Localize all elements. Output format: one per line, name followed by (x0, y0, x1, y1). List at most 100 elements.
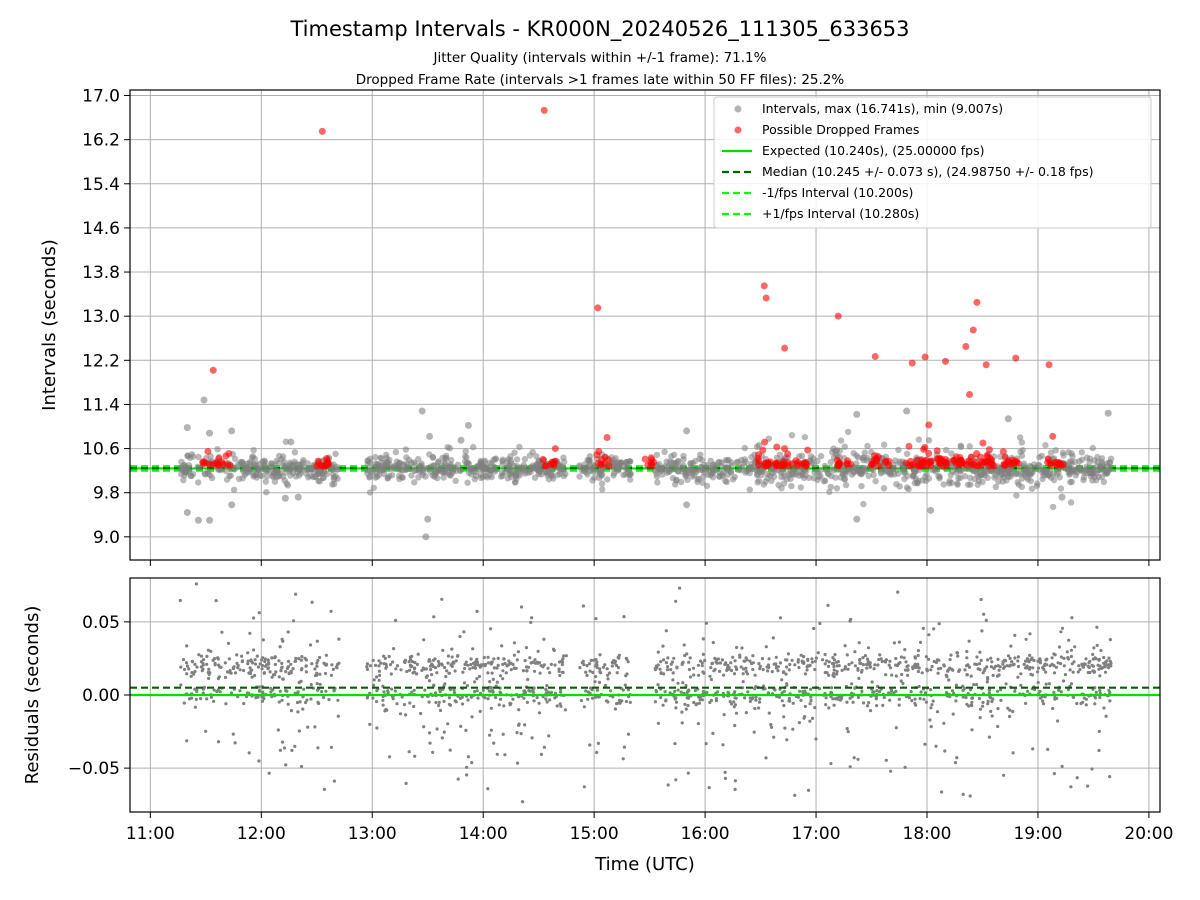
legend-label-plus-fps: +1/fps Interval (10.280s) (762, 206, 919, 221)
residual-point (263, 657, 267, 661)
residual-point (1098, 688, 1102, 693)
residual-point (616, 655, 620, 660)
residual-point (1028, 632, 1032, 636)
residual-point (390, 660, 395, 664)
residual-point (614, 663, 619, 668)
residual-point (459, 724, 463, 729)
interval-point (1066, 470, 1074, 477)
residual-point (486, 787, 490, 791)
residual-point (389, 672, 393, 676)
residual-point (231, 666, 235, 670)
residual-point (440, 663, 444, 667)
residual-point (1081, 665, 1085, 669)
residual-point (1076, 670, 1080, 674)
dropped-frame-point (762, 294, 770, 302)
residual-point (659, 660, 663, 664)
residual-point (1002, 773, 1006, 777)
interval-point (817, 452, 825, 460)
interval-point (1100, 478, 1108, 486)
residual-point (463, 662, 467, 667)
residual-point (205, 697, 209, 701)
interval-point (1039, 475, 1046, 483)
residual-point (853, 650, 857, 654)
residual-point (1097, 729, 1101, 734)
residual-point (947, 678, 951, 682)
residual-point (1003, 658, 1007, 662)
residual-point (472, 661, 476, 665)
residual-point (178, 598, 182, 603)
residual-point (437, 703, 441, 708)
residual-point (709, 677, 714, 682)
residual-point (226, 641, 231, 646)
residual-point (556, 814, 559, 817)
residual-point (990, 660, 994, 664)
residual-point (1090, 663, 1094, 667)
residual-point (996, 657, 1000, 662)
residual-point (1008, 656, 1012, 661)
residual-point (471, 647, 475, 651)
residual-point (782, 670, 786, 674)
interval-point (1027, 477, 1035, 485)
residual-point (434, 700, 438, 705)
residual-point (1075, 776, 1079, 780)
interval-point (464, 421, 472, 429)
residual-point (686, 703, 690, 708)
residual-point (394, 667, 398, 671)
residual-point (913, 697, 917, 701)
x-tick-label: 17:00 (792, 824, 841, 844)
residual-point (754, 695, 758, 699)
residual-point (316, 658, 320, 663)
residual-point (246, 659, 250, 663)
interval-point (741, 444, 748, 452)
residual-point (880, 659, 884, 664)
residual-point (320, 690, 324, 694)
residual-point (948, 666, 952, 670)
residual-point (585, 664, 589, 668)
residual-point (539, 752, 544, 757)
residual-point (384, 707, 388, 712)
intervals-y-ticks: 9.09.810.611.412.213.013.814.615.416.217… (82, 87, 130, 548)
residual-point (428, 664, 433, 668)
residual-point (257, 685, 261, 689)
interval-point (403, 465, 411, 473)
residual-point (195, 689, 199, 694)
residual-point (412, 688, 416, 692)
residual-point (925, 667, 929, 672)
residual-point (902, 656, 906, 660)
interval-point (669, 474, 677, 482)
residual-point (876, 663, 880, 667)
residual-point (918, 697, 922, 701)
residual-point (970, 696, 975, 700)
interval-point (1094, 453, 1101, 461)
residual-point (280, 665, 284, 669)
residual-point (821, 658, 825, 662)
residual-point (427, 731, 432, 735)
legend-label-intervals: Intervals, max (16.741s), min (9.007s) (762, 101, 1003, 116)
residual-point (371, 696, 375, 700)
residual-point (446, 722, 450, 726)
residual-point (832, 661, 836, 666)
residual-point (1031, 666, 1035, 670)
interval-point (228, 427, 236, 435)
interval-point (521, 456, 529, 463)
residual-point (872, 667, 876, 671)
residual-point (521, 669, 526, 673)
residual-point (803, 715, 807, 719)
residual-point (761, 668, 765, 672)
residual-point (286, 630, 290, 634)
interval-point (754, 479, 761, 486)
residual-point (697, 695, 701, 699)
residual-point (872, 690, 876, 694)
residual-point (673, 697, 677, 701)
residual-point (511, 662, 515, 667)
interval-point (895, 446, 902, 454)
residual-point (1084, 657, 1088, 661)
residual-point (194, 582, 198, 586)
residual-point (963, 668, 967, 672)
residual-point (557, 667, 561, 671)
interval-point (598, 480, 606, 487)
residual-point (1092, 646, 1096, 650)
residual-point (799, 653, 803, 657)
residual-point (450, 664, 454, 669)
residual-point (832, 664, 836, 669)
